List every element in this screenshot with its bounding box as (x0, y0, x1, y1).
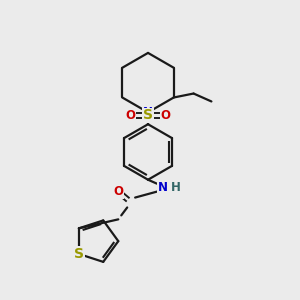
Text: S: S (74, 247, 84, 261)
Text: O: O (113, 185, 123, 198)
Text: H: H (171, 181, 181, 194)
Text: O: O (161, 109, 171, 122)
Text: S: S (143, 108, 153, 122)
Text: N: N (158, 181, 168, 194)
Text: N: N (143, 106, 153, 119)
Text: O: O (125, 109, 135, 122)
